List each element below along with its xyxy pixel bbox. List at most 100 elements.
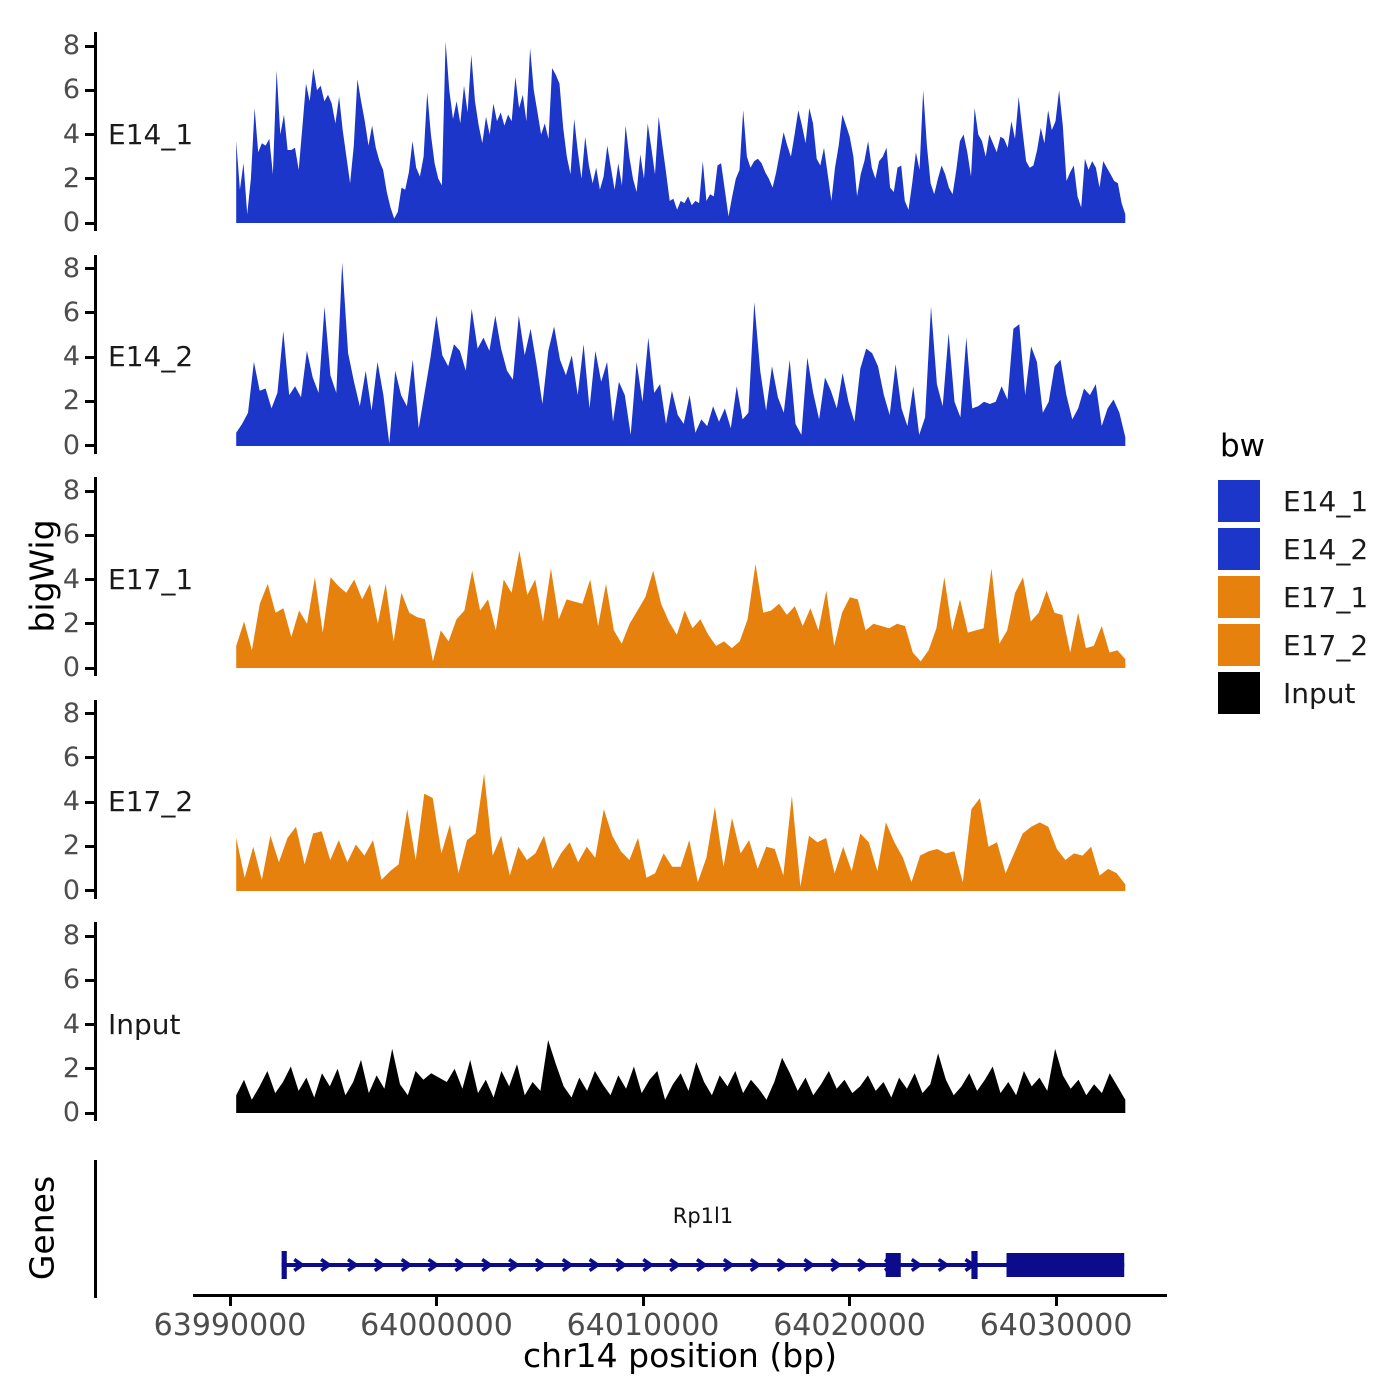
x-tick-label: 64030000 (979, 1308, 1133, 1343)
legend-key-swatch-E14_2 (1218, 528, 1260, 570)
y-tick-mark (85, 622, 94, 626)
strand-arrow-icon (454, 1258, 467, 1272)
legend-key-swatch-Input (1218, 672, 1260, 714)
y-tick-label: 6 (62, 741, 80, 773)
y-tick-label: 2 (62, 162, 80, 194)
y-tick-label: 8 (62, 252, 80, 284)
x-tick-mark (641, 1297, 645, 1306)
strand-arrow-icon (696, 1258, 709, 1272)
strand-arrow-icon (373, 1258, 386, 1272)
y-tick-label: 2 (62, 1052, 80, 1084)
strand-arrow-icon (427, 1258, 440, 1272)
y-tick-label: 6 (62, 964, 80, 996)
strand-arrow-icon (642, 1258, 655, 1272)
y-tick-mark (85, 489, 94, 493)
y-tick-mark (85, 221, 94, 225)
legend-title: bw (1220, 428, 1266, 464)
coverage-area-Input (236, 1040, 1126, 1113)
y-tick-mark (85, 889, 94, 892)
track-label-E14_1: E14_1 (108, 117, 194, 151)
track-label-Input: Input (108, 1007, 181, 1041)
gene-name-label: Rp1l1 (672, 1204, 734, 1228)
y-tick-label: 0 (62, 1097, 80, 1128)
gene-exon (281, 1251, 287, 1279)
y-tick-mark (85, 978, 94, 982)
gene-model-rp1l1 (281, 1251, 1125, 1279)
y-tick-mark (85, 267, 94, 270)
y-tick-label: 6 (62, 519, 80, 551)
legend-item-E14_2: E14_2 (1218, 528, 1368, 570)
y-tick-mark (85, 88, 94, 92)
strand-arrow-icon (588, 1258, 601, 1272)
y-tick-mark (85, 444, 94, 447)
legend-label-E14_2: E14_2 (1283, 532, 1369, 566)
strand-arrow-icon (615, 1258, 628, 1272)
x-tick-mark (435, 1297, 439, 1306)
strand-arrow-icon (400, 1258, 413, 1272)
genes-panel-title: Genes (22, 1175, 62, 1281)
strand-arrow-icon (508, 1258, 521, 1272)
y-tick-label: 4 (62, 341, 80, 372)
y-tick-label: 0 (62, 429, 80, 461)
coverage-area-E14_1 (236, 41, 1126, 223)
x-tick-label: 64010000 (566, 1308, 720, 1343)
coverage-path-E17_1 (236, 550, 1126, 668)
legend-label-Input: Input (1283, 676, 1356, 710)
coverage-area-E17_1 (236, 550, 1126, 668)
strand-arrow-icon (293, 1258, 306, 1272)
y-tick-label: 8 (62, 920, 80, 951)
legend-item-E14_1: E14_1 (1218, 480, 1368, 522)
legend-label-E17_2: E17_2 (1283, 628, 1369, 662)
y-tick-mark (85, 177, 94, 181)
legend: bw E14_1 E14_2 E17_1 E17_2 Input (1218, 428, 1368, 720)
strand-arrow-icon (346, 1258, 360, 1272)
coverage-path-E14_1 (236, 41, 1126, 223)
y-tick-mark (85, 44, 94, 48)
y-axis-line (93, 699, 97, 899)
y-tick-mark (85, 355, 94, 359)
y-tick-label: 2 (62, 385, 80, 417)
y-tick-label: 6 (62, 296, 80, 328)
y-tick-label: 0 (62, 207, 80, 238)
y-tick-mark (85, 800, 94, 804)
legend-item-E17_1: E17_1 (1218, 576, 1368, 618)
y-tick-label: 0 (62, 652, 80, 683)
strand-arrow-icon (481, 1258, 494, 1272)
y-tick-label: 8 (62, 30, 80, 61)
y-tick-mark (85, 399, 94, 403)
strand-arrow-icon (669, 1258, 682, 1272)
y-tick-mark (85, 844, 94, 848)
strand-arrow-icon (910, 1258, 923, 1272)
strand-arrow-icon (749, 1258, 762, 1272)
coverage-path-E14_2 (236, 261, 1126, 446)
y-tick-mark (85, 133, 94, 136)
y-tick-mark (85, 533, 94, 537)
legend-key-swatch-E14_1 (1218, 480, 1260, 522)
y-axis-line (93, 922, 97, 1121)
legend-item-Input: Input (1218, 672, 1368, 714)
coverage-area-E17_2 (236, 773, 1126, 891)
y-tick-mark (85, 311, 94, 315)
y-tick-mark (85, 578, 94, 581)
y-tick-label: 4 (62, 563, 80, 595)
x-axis-line (193, 1294, 1167, 1297)
y-tick-label: 8 (62, 475, 80, 506)
track-label-E14_2: E14_2 (108, 340, 194, 373)
y-tick-mark (85, 1111, 94, 1115)
y-tick-label: 0 (62, 874, 80, 906)
gene-exon (971, 1251, 978, 1279)
y-tick-mark (85, 666, 94, 670)
gene-exon (885, 1253, 901, 1277)
x-tick-label: 64000000 (360, 1308, 513, 1343)
y-tick-label: 6 (62, 74, 80, 106)
genes-axis-line (93, 1160, 97, 1298)
coverage-path-E17_2 (236, 773, 1126, 891)
y-tick-label: 8 (62, 697, 80, 729)
y-axis-line (93, 477, 97, 676)
legend-key-swatch-E17_2 (1218, 624, 1260, 666)
coverage-area-E14_2 (236, 261, 1126, 446)
y-tick-label: 4 (62, 1008, 80, 1040)
legend-item-E17_2: E17_2 (1218, 624, 1368, 666)
track-label-E17_1: E17_1 (108, 562, 194, 596)
